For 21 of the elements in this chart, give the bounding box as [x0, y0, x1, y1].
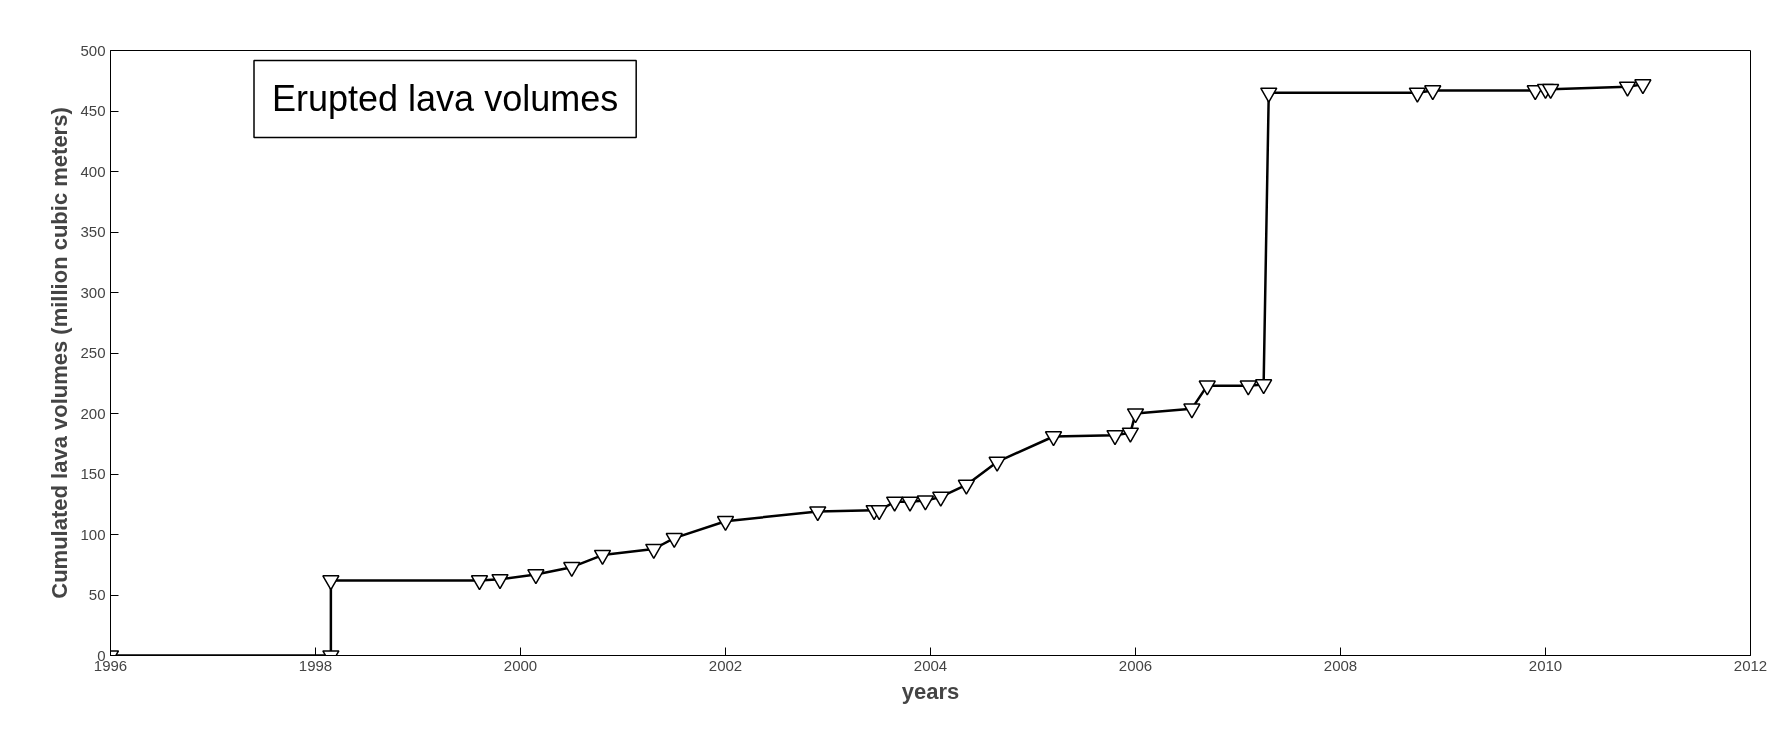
y-tick-label: 250 — [80, 344, 106, 361]
text: Erupted lava volumes — [272, 78, 619, 120]
x-tick-label: 2012 — [1733, 656, 1768, 674]
y-tick-label: 150 — [80, 465, 106, 482]
x-tick-label: 2002 — [708, 656, 743, 674]
x-tick-label: 2000 — [503, 656, 538, 674]
x-tick-label: 2010 — [1528, 656, 1563, 674]
x-tick-label: 1998 — [298, 656, 333, 674]
y-tick-label: 100 — [80, 525, 106, 543]
y-tick-label: 450 — [80, 102, 106, 119]
y-tick-label: 400 — [80, 162, 106, 180]
x-tick-label: 2006 — [1118, 656, 1153, 674]
y-tick-label: 50 — [88, 586, 106, 603]
y-axis-title: Cumulated lava volumes (million cubic meters) — [47, 107, 73, 599]
y-tick-label: 200 — [80, 404, 106, 422]
y-tick-label: 300 — [80, 283, 106, 301]
x-tick-label: 2008 — [1323, 656, 1358, 674]
x-axis-title: years — [901, 678, 960, 704]
y-tick-label: 500 — [80, 41, 106, 59]
x-tick-label: 2004 — [913, 656, 948, 674]
y-tick-label: 350 — [80, 223, 106, 240]
